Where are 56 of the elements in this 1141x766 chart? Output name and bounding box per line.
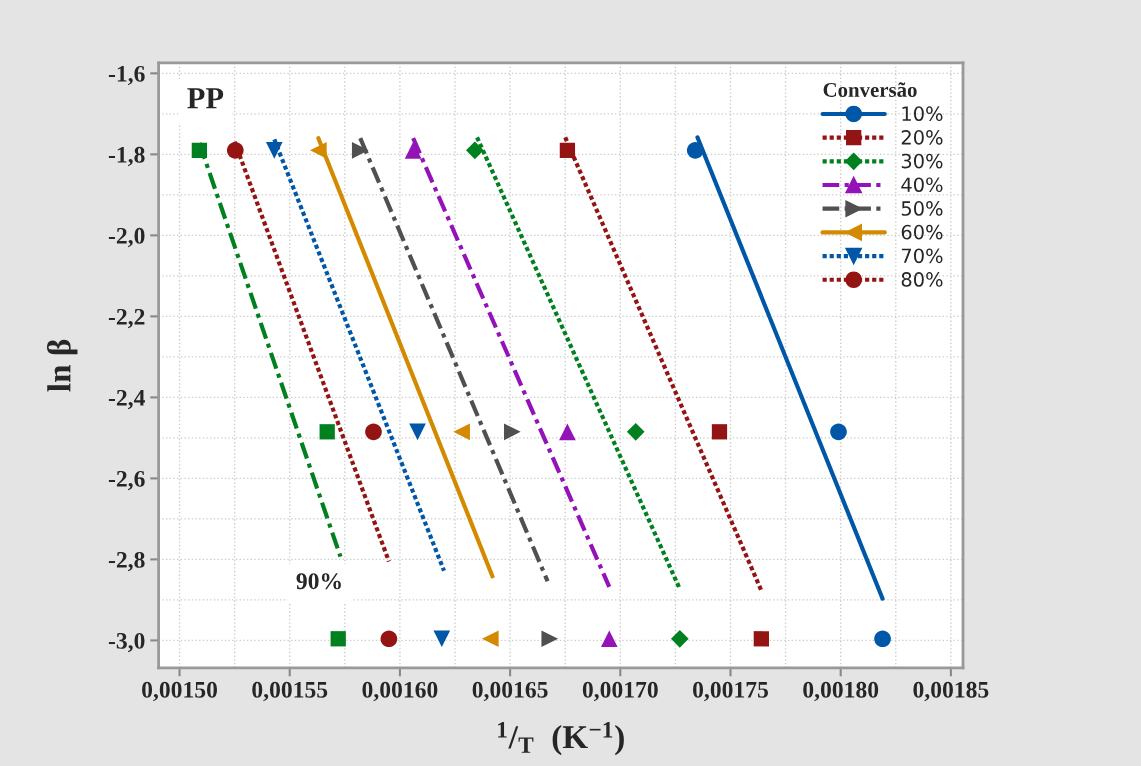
- y-tick-label: -1,6: [108, 65, 145, 86]
- point: [265, 141, 283, 159]
- point: [830, 423, 847, 441]
- point: [191, 142, 208, 158]
- point: [670, 629, 689, 648]
- point: [380, 630, 398, 648]
- point: [310, 141, 327, 159]
- legend-label: 40%: [901, 177, 943, 193]
- point: [686, 141, 704, 159]
- legend-label: 60%: [901, 224, 943, 240]
- point: [600, 630, 618, 648]
- point: [874, 630, 891, 648]
- legend-label: 10%: [902, 106, 943, 122]
- legend-label: 20%: [901, 130, 943, 145]
- point: [365, 423, 382, 441]
- point: [433, 630, 451, 648]
- x-tick-label: 0,00160: [362, 681, 438, 702]
- legend-title: Conversão: [823, 82, 917, 97]
- point: [404, 141, 422, 159]
- point: [330, 631, 346, 647]
- y-tick-label: -1,8: [108, 146, 145, 167]
- x-axis-title: $^{1}$/$_{T}$ (K$^{−1}$): [498, 722, 624, 756]
- x-tick-label: 0,00150: [142, 681, 217, 702]
- x-tick-label: 0,00165: [472, 681, 548, 702]
- point: [711, 424, 728, 440]
- x-tick-label: 0,00175: [693, 681, 768, 702]
- annotation: PP: [187, 88, 224, 109]
- y-tick-label: -2,2: [108, 308, 145, 329]
- x-tick-label: 0,00185: [913, 681, 989, 702]
- y-tick-label: -2,8: [108, 551, 145, 572]
- legend-label: 30%: [901, 153, 943, 169]
- point: [559, 423, 576, 441]
- x-tick-label: 0,00155: [252, 681, 328, 702]
- point: [503, 423, 521, 441]
- y-tick-label: -2,0: [108, 227, 145, 248]
- x-tick-label: 0,00170: [582, 681, 658, 702]
- legend-label: 70%: [901, 248, 943, 264]
- y-axis-title: ln β: [46, 339, 78, 392]
- point: [466, 141, 484, 160]
- point: [351, 141, 369, 159]
- annotation: 90%: [296, 573, 341, 590]
- legend-label: 50%: [901, 201, 943, 216]
- point: [753, 631, 769, 647]
- point: [226, 141, 244, 159]
- y-tick-label: -2,6: [108, 470, 145, 491]
- point: [481, 630, 499, 648]
- x-tick-label: 0,00180: [803, 681, 879, 702]
- legend-label: 80%: [901, 272, 943, 287]
- y-tick-label: -3,0: [108, 632, 145, 653]
- point: [453, 423, 470, 441]
- point: [319, 424, 335, 440]
- y-tick-label: -2,4: [108, 389, 145, 410]
- point: [626, 422, 645, 441]
- point: [541, 630, 559, 648]
- point: [559, 142, 576, 158]
- point: [409, 423, 426, 441]
